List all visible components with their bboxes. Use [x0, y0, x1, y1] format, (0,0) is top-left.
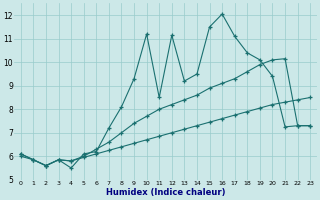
X-axis label: Humidex (Indice chaleur): Humidex (Indice chaleur) — [106, 188, 225, 197]
